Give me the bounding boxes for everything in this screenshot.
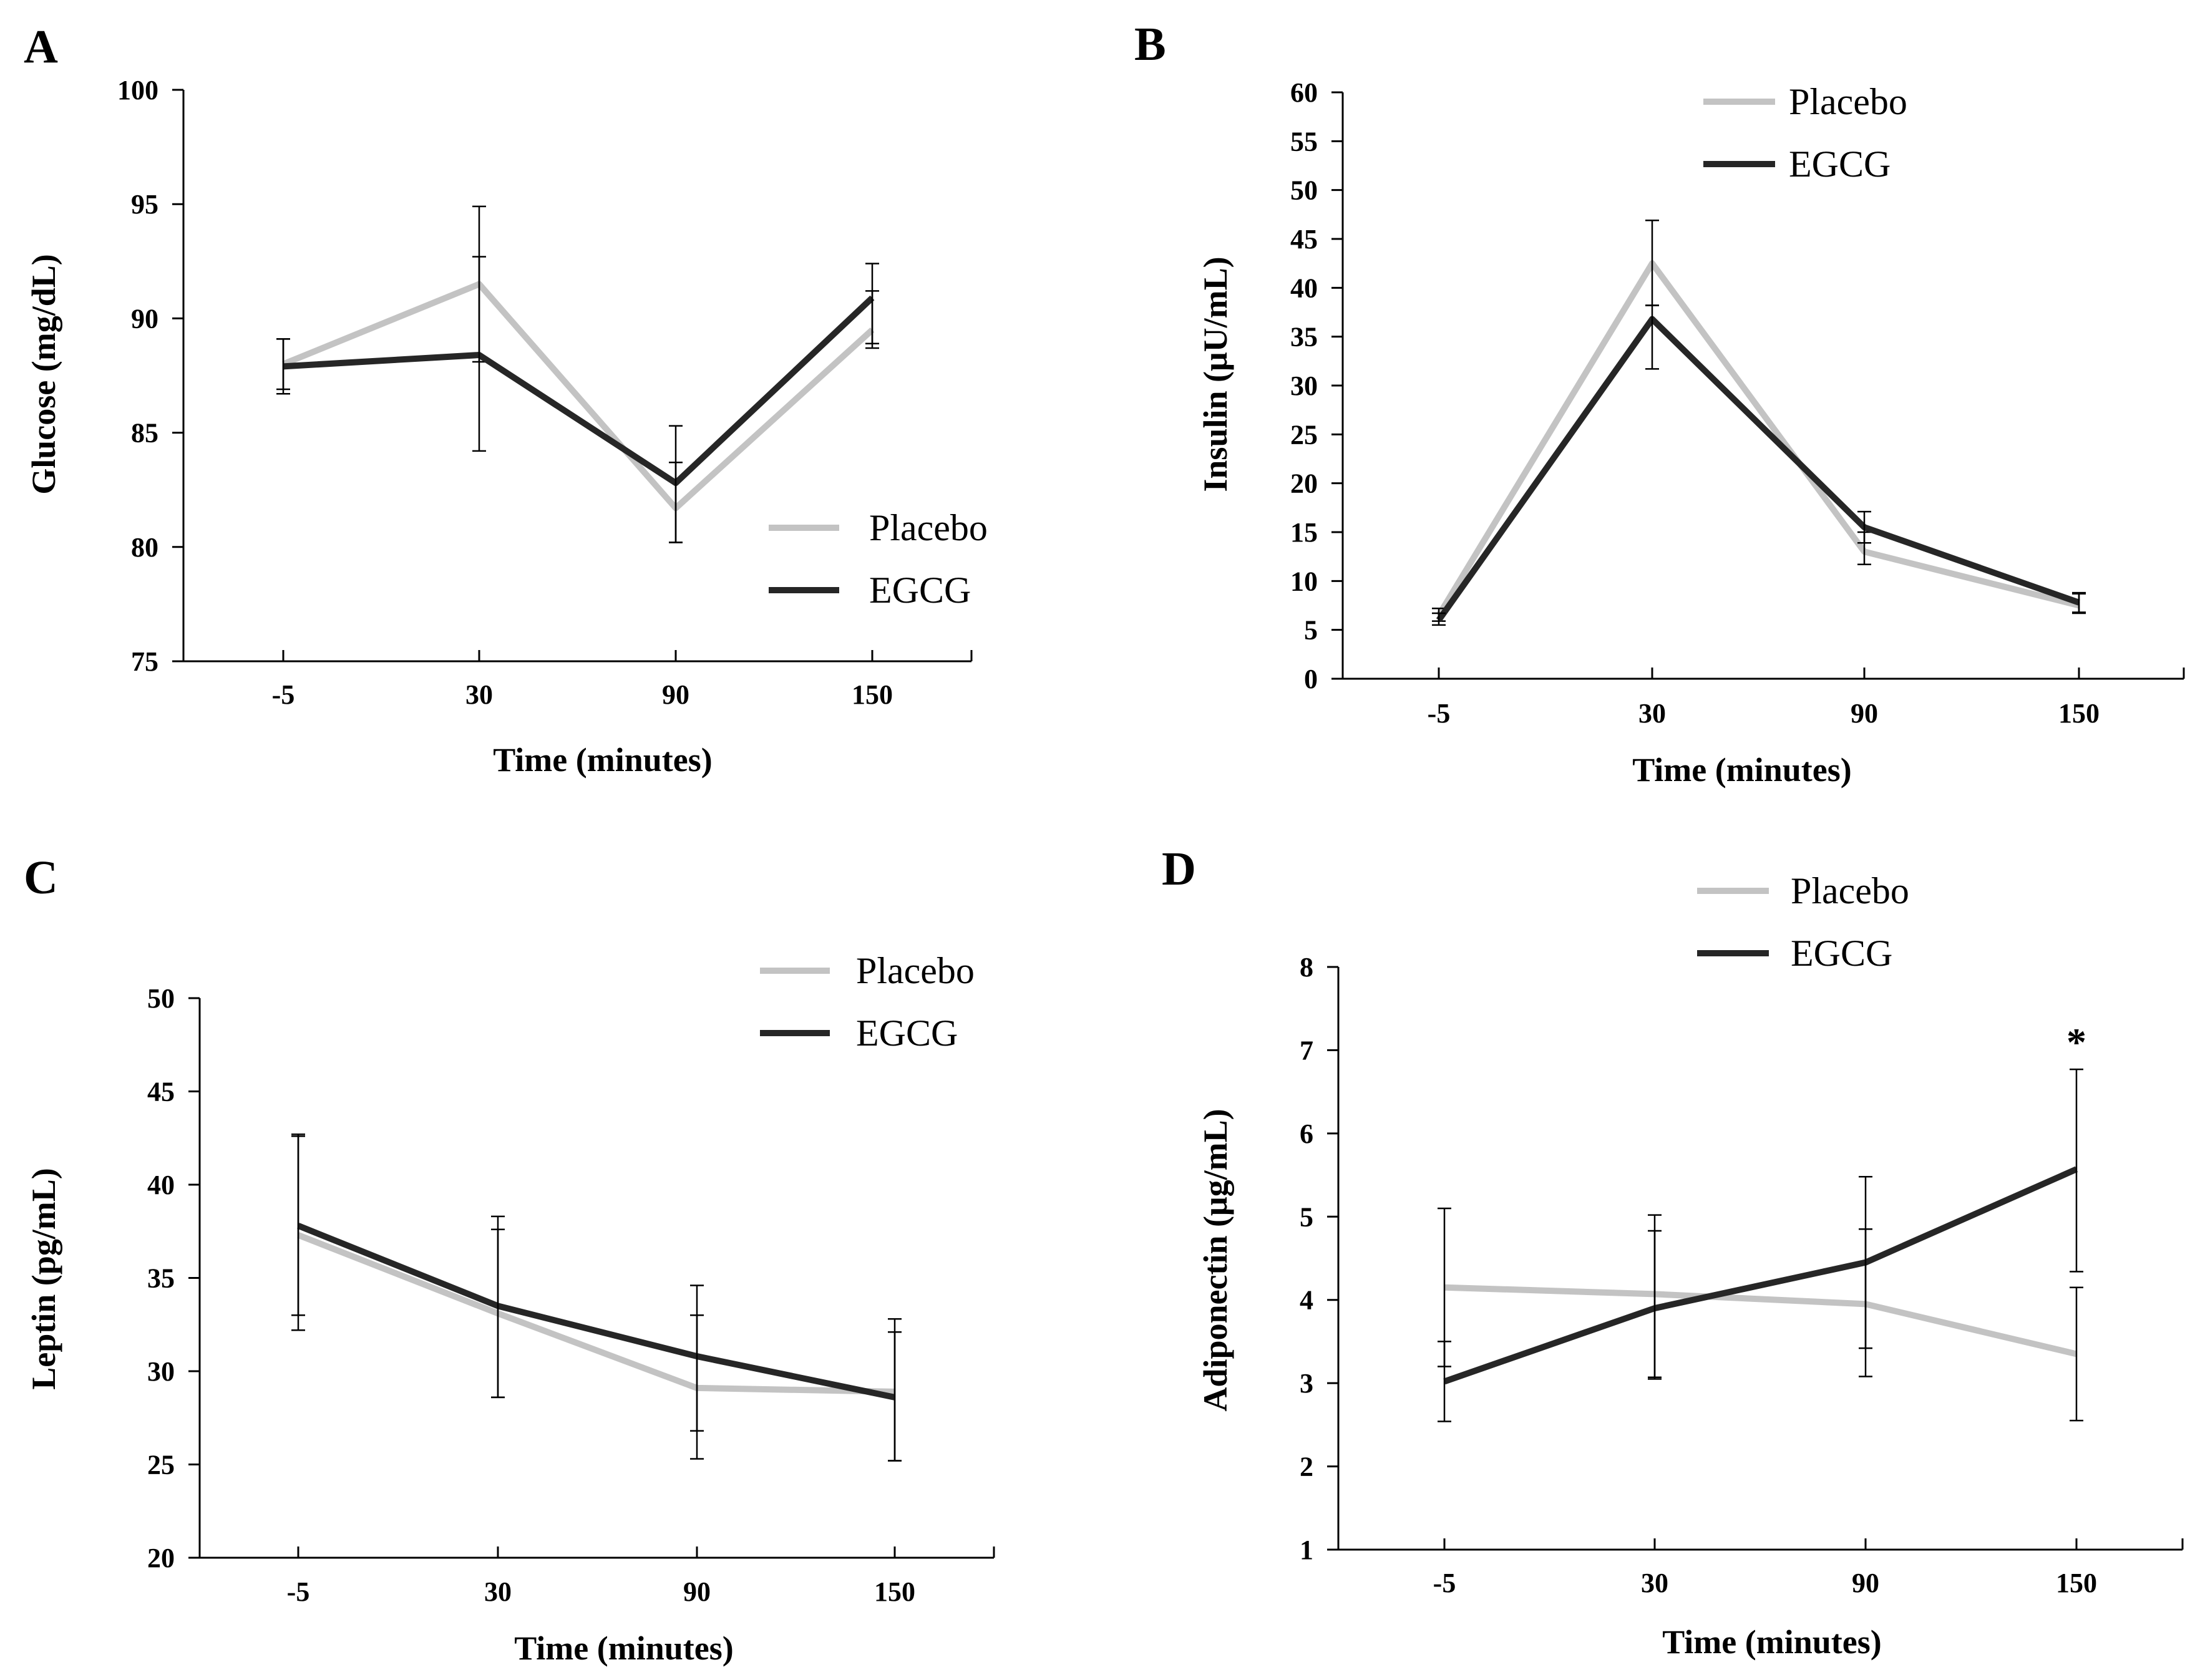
chart-panel-b: B 0 5 10 15 20 25 30 35 40 45 50 55 60 -5 30 90 150 Time (… [1134, 18, 2185, 789]
y-tick-label: 8 [1300, 952, 1313, 983]
x-tick-label: 150 [852, 679, 893, 710]
y-tick-label: 35 [1290, 322, 1318, 352]
panel-label: A [24, 21, 58, 73]
panel-label: D [1162, 843, 1196, 895]
legend-label-placebo: Placebo [869, 507, 988, 548]
y-tick-label: 20 [147, 1543, 175, 1573]
y-tick-label: 25 [1290, 419, 1318, 450]
chart-panel-d: D 1 2 3 4 5 6 7 8 -5 30 90 150 Time (minutes) Adiponec… [1162, 843, 2184, 1661]
x-axis-title: Time (minutes) [493, 741, 712, 779]
y-tick-label: 6 [1300, 1119, 1313, 1149]
x-tick-label: 30 [465, 679, 493, 710]
y-tick-label: 5 [1300, 1202, 1313, 1232]
chart-panel-a: A 75 80 85 90 95 100 -5 30 90 150 Time (minutes) Glu… [24, 21, 988, 779]
y-tick-label: 10 [1290, 566, 1318, 596]
y-tick-label: 40 [147, 1170, 175, 1200]
series-line-placebo [1436, 260, 2080, 617]
x-tick-label: -5 [287, 1576, 310, 1607]
series-line-egcg [1436, 316, 2080, 622]
legend-label-egcg: EGCG [856, 1012, 958, 1054]
x-tick-label: -5 [1428, 698, 1451, 729]
y-tick-label: 50 [1290, 175, 1318, 206]
series-line-egcg [283, 295, 875, 487]
y-tick-label: 90 [131, 303, 158, 334]
y-tick-label: 25 [147, 1450, 175, 1480]
x-tick-label: 90 [683, 1576, 711, 1607]
y-tick-label: 15 [1290, 517, 1318, 548]
y-axis-title: Leptin (pg/mL) [25, 1168, 62, 1390]
x-tick-label: -5 [272, 679, 295, 710]
y-tick-label: 2 [1300, 1452, 1313, 1482]
y-tick-label: 45 [147, 1077, 175, 1107]
y-tick-label: 35 [147, 1263, 175, 1294]
y-tick-label: 85 [131, 418, 158, 449]
x-tick-label: 150 [874, 1576, 915, 1607]
legend-label-placebo: Placebo [856, 950, 975, 991]
y-tick-label: 80 [131, 532, 158, 563]
y-tick-label: 7 [1300, 1035, 1313, 1066]
x-axis-title: Time (minutes) [514, 1629, 733, 1667]
y-axis-title: Glucose (mg/dL) [25, 254, 62, 495]
panel-label: B [1134, 18, 1166, 70]
x-tick-label: 30 [1641, 1568, 1668, 1598]
x-tick-label: 90 [1852, 1568, 1879, 1598]
series-line-placebo [297, 1232, 895, 1395]
series-line-placebo [1444, 1284, 2078, 1357]
y-tick-label: 100 [117, 75, 158, 105]
y-tick-label: 3 [1300, 1368, 1313, 1399]
y-tick-label: 30 [1290, 371, 1318, 401]
y-tick-label: 40 [1290, 273, 1318, 303]
chart-panel-c: C 20 25 30 35 40 45 50 -5 30 90 150 Time (minutes) Le… [24, 852, 995, 1667]
legend-label-egcg: EGCG [1789, 143, 1891, 185]
y-tick-label: 95 [131, 189, 158, 220]
panel-label: C [24, 852, 58, 904]
y-tick-label: 60 [1290, 77, 1318, 108]
y-axis-title: Insulin (μU/mL) [1197, 256, 1234, 492]
legend-label-placebo: Placebo [1791, 870, 1909, 911]
x-tick-label: 150 [2056, 1568, 2097, 1598]
x-tick-label: 90 [662, 679, 689, 710]
x-axis-title: Time (minutes) [1632, 751, 1851, 789]
legend-label-placebo: Placebo [1789, 81, 1907, 122]
y-tick-label: 20 [1290, 469, 1318, 499]
y-tick-label: 0 [1304, 664, 1318, 694]
y-tick-label: 1 [1300, 1535, 1313, 1565]
y-tick-label: 4 [1300, 1285, 1313, 1316]
y-tick-label: 30 [147, 1356, 175, 1387]
y-tick-label: 5 [1304, 615, 1318, 646]
y-tick-label: 75 [131, 646, 158, 677]
y-tick-label: 55 [1290, 126, 1318, 157]
x-tick-label: 30 [1638, 698, 1666, 729]
x-tick-label: 150 [2058, 698, 2100, 729]
series-line-egcg [297, 1223, 896, 1401]
legend-label-egcg: EGCG [869, 570, 971, 611]
legend-label-egcg: EGCG [1791, 933, 1892, 974]
significance-marker: * [2066, 1020, 2086, 1064]
y-tick-label: 45 [1290, 224, 1318, 255]
x-axis-title: Time (minutes) [1662, 1623, 1881, 1661]
series-line-egcg [1443, 1166, 2078, 1385]
series-line-placebo [282, 281, 875, 512]
x-tick-label: 30 [484, 1576, 512, 1607]
y-tick-label: 50 [147, 983, 175, 1014]
x-tick-label: -5 [1433, 1568, 1456, 1598]
x-tick-label: 90 [1851, 698, 1878, 729]
y-axis-title: Adiponectin (μg/mL) [1197, 1109, 1234, 1411]
